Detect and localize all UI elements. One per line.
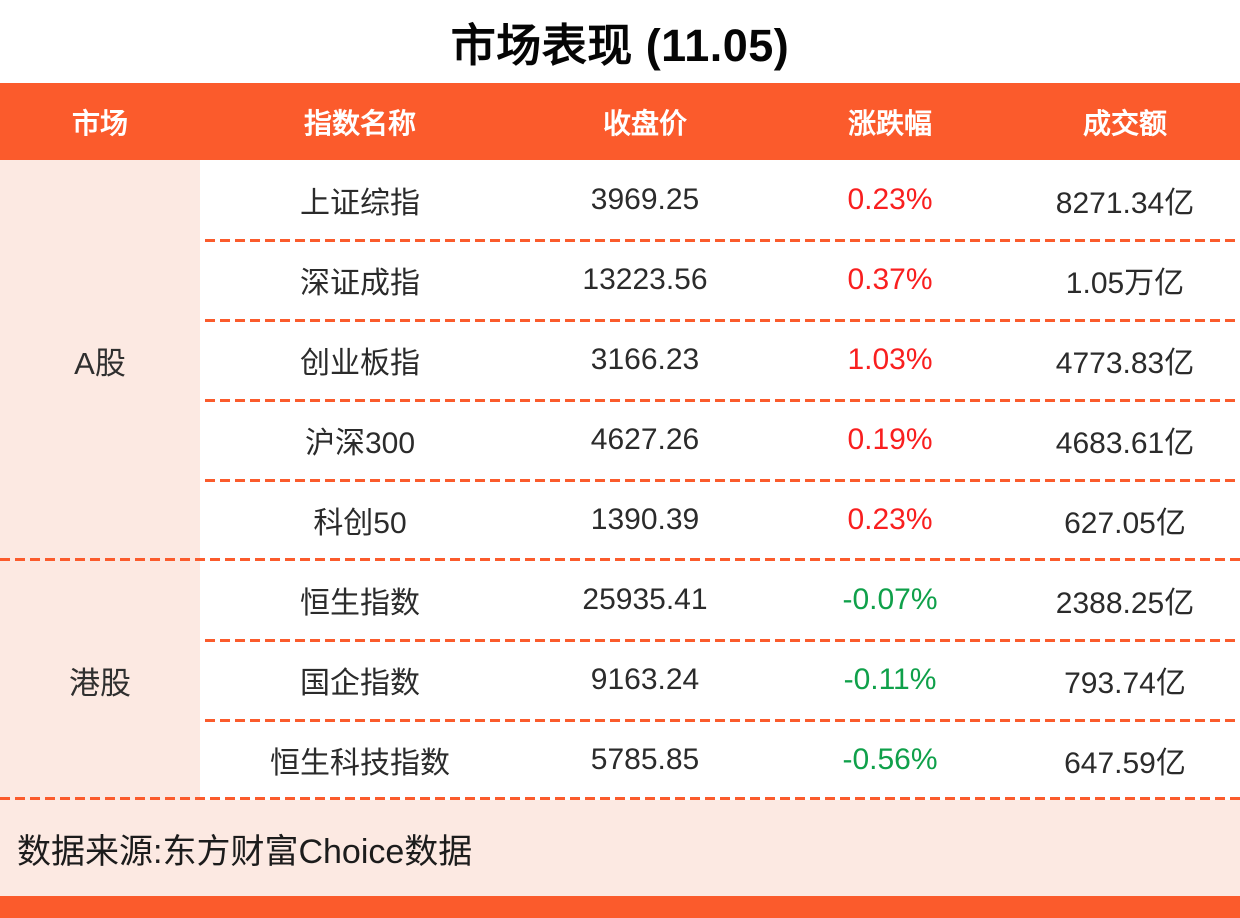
index-name: 深证成指 [300,267,420,300]
index-name: 创业板指 [300,347,420,380]
table-row: 创业板指 3166.23 1.03% 4773.83亿 [200,320,1240,402]
index-name: 国企指数 [300,667,420,700]
turnover: 793.74亿 [1064,667,1186,700]
table-row: 上证综指 3969.25 0.23% 8271.34亿 [200,160,1240,242]
turnover: 627.05亿 [1064,507,1186,540]
market-label: A股 [0,160,200,560]
table-row: 沪深300 4627.26 0.19% 4683.61亿 [200,400,1240,482]
turnover: 8271.34亿 [1055,187,1195,220]
change-pct: 0.37% [847,263,933,296]
index-name: 沪深300 [304,427,416,460]
page-title: 市场表现 (11.05) [450,20,790,71]
turnover: 2388.25亿 [1055,587,1195,620]
change-pct: 0.19% [847,423,933,456]
close-price: 1390.39 [590,503,700,536]
table-header-row: 市场 指数名称 收盘价 涨跌幅 成交额 [0,83,1240,160]
column-header-index: 指数名称 [303,107,416,139]
table-row: 深证成指 13223.56 0.37% 1.05万亿 [200,240,1240,322]
close-price: 4627.26 [590,423,700,456]
title-bar: 市场表现 (11.05) [0,0,1240,83]
close-price: 9163.24 [590,663,700,696]
bottom-accent-bar [0,896,1240,918]
change-pct: 1.03% [847,343,933,376]
change-pct: -0.11% [843,663,937,696]
index-name: 科创50 [313,507,407,540]
close-price: 3166.23 [590,343,700,376]
change-pct: -0.07% [842,583,938,616]
index-name: 恒生指数 [300,587,420,620]
data-source-bar: 数据来源:东方财富Choice数据 [0,800,1240,896]
close-price: 25935.41 [582,583,708,616]
change-pct: 0.23% [847,183,933,216]
market-label: 港股 [0,560,200,800]
index-name: 上证综指 [300,187,420,220]
market-group-hk-shares: 港股 恒生指数 25935.41 -0.07% 2388.25亿 国企指数 91… [0,560,1240,800]
turnover: 4773.83亿 [1055,347,1195,380]
change-pct: -0.56% [842,743,938,776]
table-row: 国企指数 9163.24 -0.11% 793.74亿 [200,640,1240,722]
table-row: 科创50 1390.39 0.23% 627.05亿 [200,480,1240,560]
column-header-change: 涨跌幅 [847,107,932,139]
column-header-close: 收盘价 [602,107,687,139]
table-row: 恒生科技指数 5785.85 -0.56% 647.59亿 [200,720,1240,800]
turnover: 4683.61亿 [1055,427,1195,460]
close-price: 5785.85 [590,743,700,776]
column-header-market: 市场 [71,107,128,139]
turnover: 647.59亿 [1064,747,1186,780]
close-price: 3969.25 [590,183,700,216]
turnover: 1.05万亿 [1065,267,1185,300]
table-bottom-divider-dashed [0,797,1240,800]
index-name: 恒生科技指数 [270,747,450,780]
data-source-text: 数据来源:东方财富Choice数据 [17,832,473,871]
market-group-a-shares: A股 上证综指 3969.25 0.23% 8271.34亿 深证成指 1322… [0,160,1240,560]
table-row: 恒生指数 25935.41 -0.07% 2388.25亿 [200,560,1240,642]
table-body: A股 上证综指 3969.25 0.23% 8271.34亿 深证成指 1322… [0,160,1240,800]
change-pct: 0.23% [847,503,933,536]
column-header-turnover: 成交额 [1082,107,1167,139]
group-divider-dashed [0,558,1240,561]
close-price: 13223.56 [582,263,708,296]
